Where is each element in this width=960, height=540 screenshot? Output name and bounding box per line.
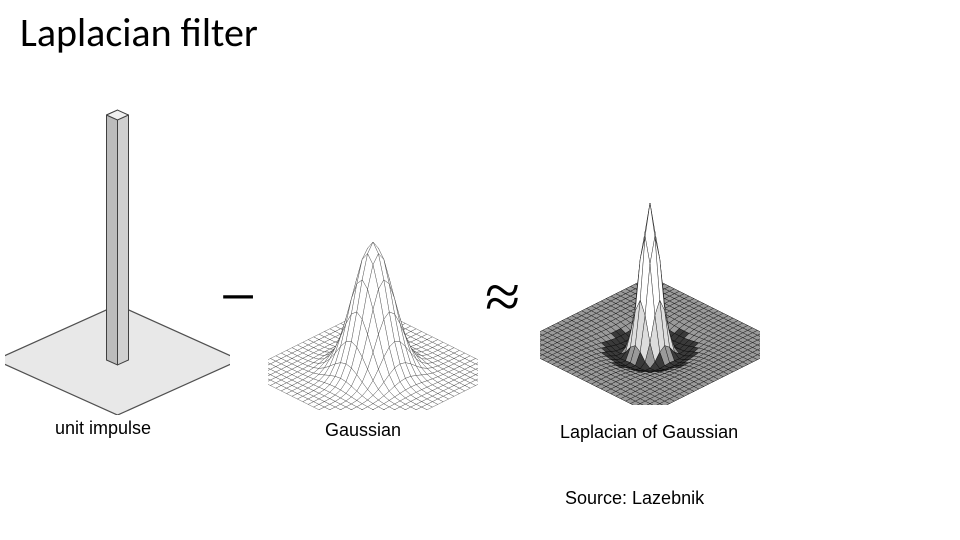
- unit-impulse-surface: [5, 75, 230, 415]
- label-source: Source: Lazebnik: [565, 488, 704, 509]
- gaussian-surface: [268, 215, 478, 410]
- laplacian-of-gaussian-surface: [540, 135, 760, 405]
- page-title: Laplacian filter: [20, 8, 258, 57]
- label-gaussian: Gaussian: [325, 420, 401, 441]
- label-log: Laplacian of Gaussian: [560, 422, 738, 443]
- approx-operator: ≈: [485, 265, 520, 329]
- label-unit-impulse: unit impulse: [55, 418, 151, 439]
